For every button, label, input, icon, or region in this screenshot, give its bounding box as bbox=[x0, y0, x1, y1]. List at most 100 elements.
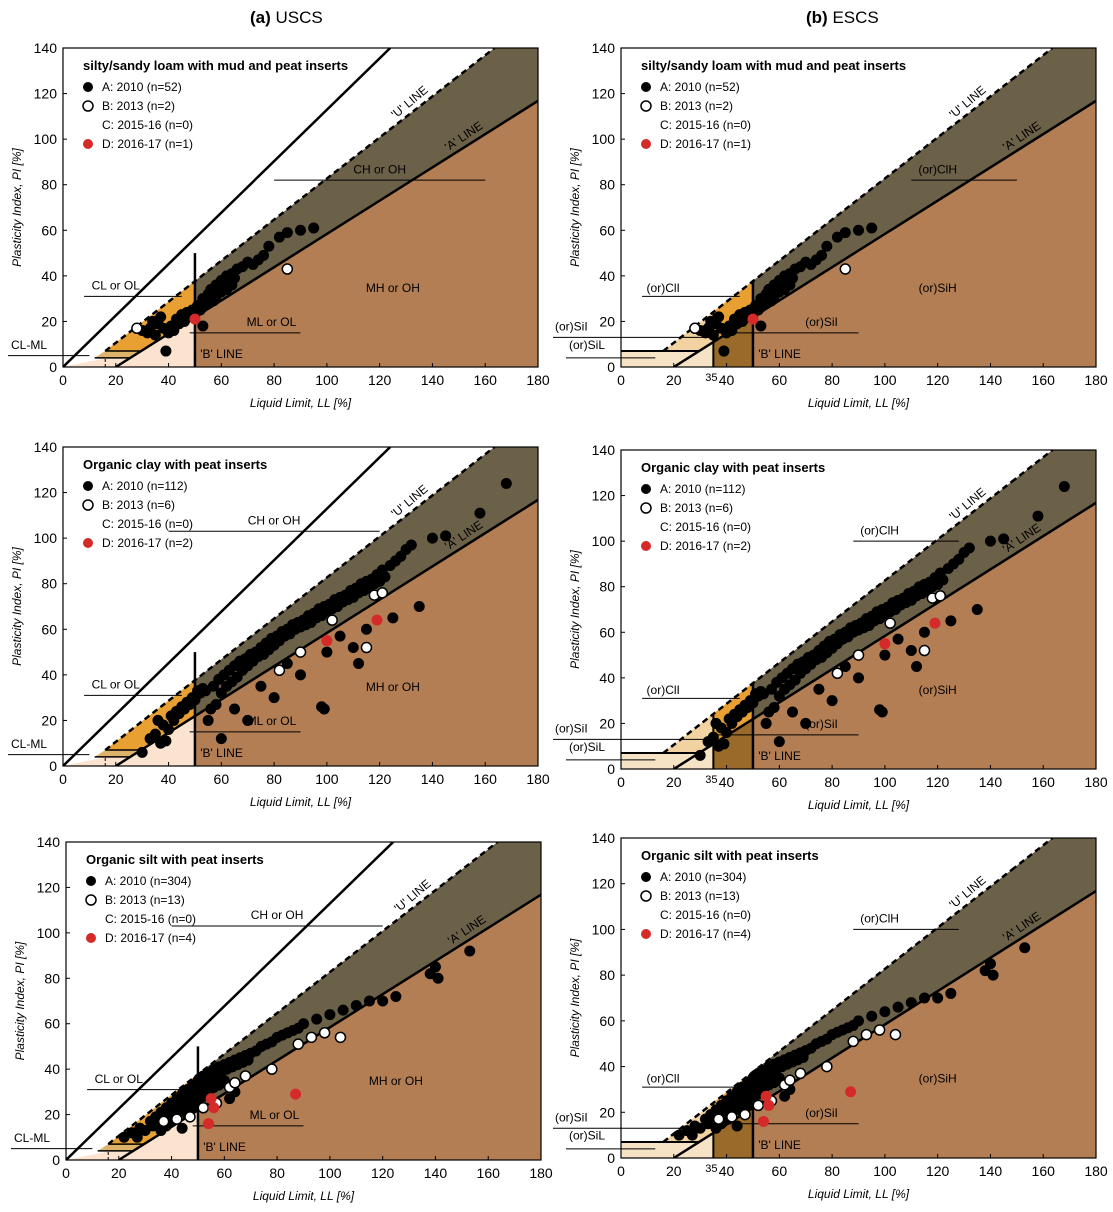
legend-entry: A: 2010 (n=304) bbox=[660, 870, 746, 884]
data-point-filled-black bbox=[879, 649, 891, 661]
x-tick-label: 120 bbox=[371, 1165, 395, 1181]
data-point-filled-black bbox=[945, 987, 957, 999]
y-tick-label: 40 bbox=[599, 268, 615, 284]
u-line bbox=[662, 78, 1013, 353]
data-point-filled-black bbox=[295, 669, 306, 681]
data-point-open-circle bbox=[847, 1035, 859, 1048]
data-point-filled-red bbox=[929, 617, 941, 629]
data-point-filled-black bbox=[721, 727, 733, 739]
data-point-open-circle bbox=[712, 1113, 725, 1125]
panel-title: silty/sandy loam with mud and peat inser… bbox=[83, 58, 348, 73]
zones bbox=[621, 48, 1096, 367]
data-point-filled-red bbox=[189, 313, 201, 325]
zone-below-a-line bbox=[621, 891, 1096, 1158]
data-point-filled-black bbox=[387, 612, 399, 624]
y-tick-label: 80 bbox=[599, 579, 615, 595]
b-line-label: 'B' LINE bbox=[200, 347, 243, 361]
y-tick-label: 20 bbox=[599, 1104, 615, 1120]
x-tick-label: 40 bbox=[161, 372, 177, 388]
panel-title: Organic silt with peat inserts bbox=[641, 848, 819, 863]
data-point-open-circle bbox=[726, 1111, 738, 1123]
data-point-filled-black bbox=[892, 633, 904, 645]
chart-panel-uscs-row1: 0 20 40 60 80 100 120 140 160 180 0 20 40 60 80 100 120 1… bbox=[8, 40, 550, 410]
x-tick-label: 140 bbox=[424, 1165, 448, 1181]
data-point-filled-black bbox=[866, 1010, 878, 1022]
y-tick-label: 0 bbox=[607, 359, 615, 375]
data-point-filled-red bbox=[203, 1118, 214, 1130]
data-point-open-circle bbox=[889, 1028, 902, 1041]
plot-frame bbox=[62, 446, 539, 767]
y-tick-label: 120 bbox=[34, 485, 58, 501]
x-tick-label: 160 bbox=[474, 372, 498, 388]
x-axis-label: Liquid Limit, LL [%] bbox=[253, 1189, 355, 1203]
data-point-filled-black bbox=[334, 630, 346, 642]
zone-label-ml: ML or OL bbox=[250, 1108, 300, 1122]
x-tick-label: 180 bbox=[529, 1165, 553, 1181]
data-point-filled-red bbox=[747, 313, 759, 325]
x-tick-label: 20 bbox=[111, 1165, 127, 1181]
zone-ch-band bbox=[197, 842, 541, 1111]
data-point-open-circle bbox=[860, 1028, 873, 1041]
data-point-filled-red bbox=[758, 1115, 769, 1127]
chart-panel-escs-row1: 0 20 40 60 80 100 120 140 160 180 0 20 40 60 80 100 120 1… bbox=[553, 40, 1108, 410]
data-point-open-circle bbox=[839, 263, 852, 275]
chart-panel-uscs-row3: 0 20 40 60 80 100 120 140 160 180 0 20 40 60 80 100 120 1… bbox=[11, 834, 553, 1203]
data-point-filled-black bbox=[197, 320, 209, 332]
x-tick-label: 100 bbox=[315, 771, 339, 787]
data-point-filled-black bbox=[1058, 480, 1070, 492]
data-point-filled-black bbox=[155, 311, 167, 323]
x-tick-label: 180 bbox=[526, 771, 550, 787]
data-point-open-circle bbox=[273, 664, 286, 677]
legend-entry: B: 2013 (n=2) bbox=[660, 99, 733, 113]
y-tick-label: 140 bbox=[592, 40, 616, 56]
data-point-filled-black bbox=[773, 736, 785, 748]
uscs-diagonal bbox=[63, 48, 392, 367]
zone-label-ch: CH or OH bbox=[248, 513, 301, 527]
data-point-open-circle bbox=[739, 1108, 751, 1121]
zone-label-clml: CL-ML bbox=[14, 1131, 50, 1145]
legend-entry: C: 2015-16 (n=0) bbox=[660, 520, 751, 534]
x-axis-label: Liquid Limit, LL [%] bbox=[808, 1187, 910, 1201]
x-tick-label: 60 bbox=[772, 1163, 788, 1179]
y-tick-label: 60 bbox=[41, 222, 57, 238]
column-title-uscs: (a) USCS bbox=[250, 8, 323, 27]
legend-marker-b bbox=[640, 100, 652, 112]
panel-title: Organic clay with peat inserts bbox=[641, 460, 825, 475]
legend-entry: C: 2015-16 (n=0) bbox=[102, 118, 193, 132]
legend-marker-b bbox=[85, 894, 97, 906]
y-tick-label: 40 bbox=[599, 1059, 615, 1075]
x-tick-label: 160 bbox=[474, 771, 498, 787]
data-point-filled-black bbox=[707, 731, 719, 743]
y-tick-label: 20 bbox=[599, 313, 615, 329]
data-point-open-circle bbox=[318, 1027, 331, 1039]
data-point-filled-black bbox=[350, 1000, 362, 1012]
y-tick-label: 140 bbox=[34, 40, 58, 56]
data-point-filled-black bbox=[866, 222, 878, 234]
zone-label-mh: MH or OH bbox=[369, 1074, 423, 1088]
data-point-filled-black bbox=[760, 1077, 772, 1089]
data-point-filled-black bbox=[839, 227, 851, 239]
data-point-filled-black bbox=[131, 1131, 143, 1143]
y-tick-label: 20 bbox=[41, 313, 57, 329]
y-tick-label: 140 bbox=[37, 834, 61, 850]
b-line-label: 'B' LINE bbox=[203, 1140, 246, 1154]
plot-frame bbox=[620, 47, 1097, 368]
data-point-filled-red bbox=[371, 614, 383, 626]
zone-label-ml: ML or OL bbox=[247, 714, 297, 728]
zone-sii bbox=[713, 1107, 753, 1158]
zone-label-clml: CL-ML bbox=[11, 737, 47, 751]
legend-marker-b bbox=[82, 499, 94, 511]
y-tick-label: 120 bbox=[592, 488, 616, 504]
legend-entry: D: 2016-17 (n=1) bbox=[102, 137, 193, 151]
x-tick-label: 180 bbox=[1084, 1163, 1108, 1179]
a-line bbox=[115, 498, 538, 766]
data-point-filled-black bbox=[202, 714, 214, 726]
data-point-filled-black bbox=[377, 995, 389, 1007]
data-point-filled-black bbox=[229, 703, 241, 715]
zone-label-clml: CL-ML bbox=[11, 338, 47, 352]
data-point-filled-black bbox=[318, 703, 330, 715]
legend-entry: A: 2010 (n=304) bbox=[105, 874, 191, 888]
zone-label-sii: (or)SiI bbox=[805, 315, 838, 329]
data-point-open-circle bbox=[852, 649, 865, 661]
x-tick-label: 140 bbox=[421, 372, 445, 388]
